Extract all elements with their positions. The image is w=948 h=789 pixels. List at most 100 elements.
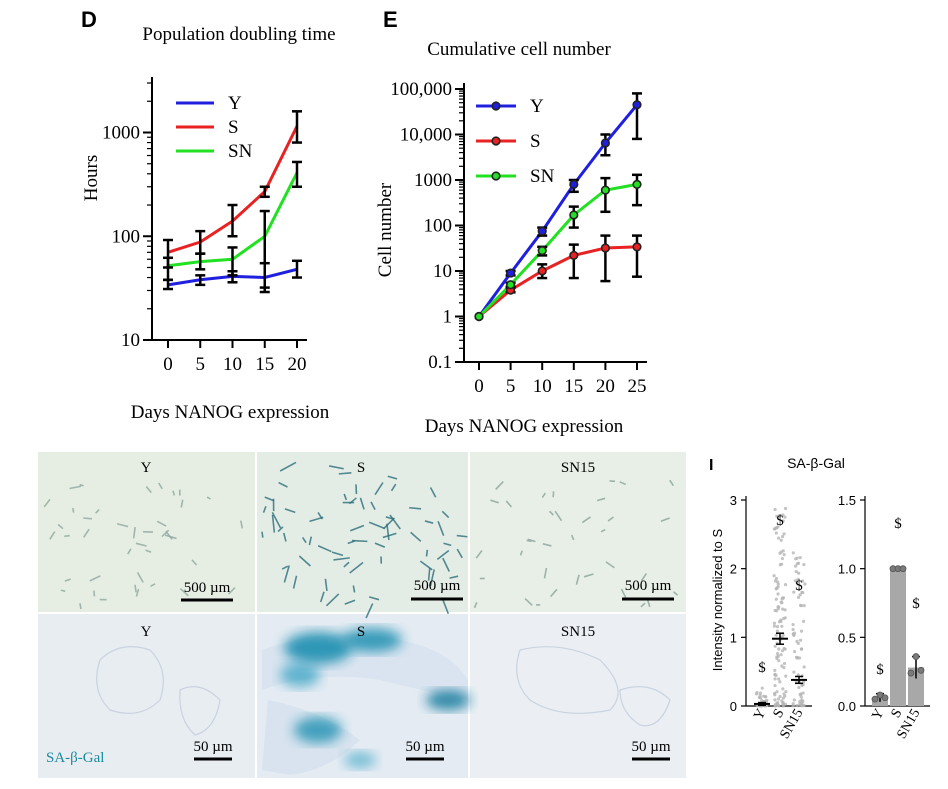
scatter-point <box>792 590 796 594</box>
scatter-point <box>783 608 787 612</box>
data-point-sn <box>600 185 611 195</box>
micrograph-label-top-s: S <box>357 460 365 476</box>
scatter-point <box>778 551 782 555</box>
y-tick-label: 1000 <box>102 123 140 144</box>
cell <box>441 510 450 519</box>
cell <box>419 560 433 571</box>
cell <box>333 557 350 561</box>
cell <box>264 496 275 502</box>
scatter-point <box>802 603 806 608</box>
cell <box>191 559 198 566</box>
cell <box>365 603 374 619</box>
cumulative-cell-chart: Cumulative cell number0.1110100100010,00… <box>375 39 647 437</box>
scatter-point <box>777 647 781 651</box>
scatter-point <box>801 619 806 623</box>
cell <box>127 548 132 555</box>
scale-bar-label-top-sn15: 500 µm <box>625 578 672 594</box>
legend-marker <box>491 136 501 146</box>
cell <box>429 569 435 587</box>
cell <box>527 538 536 543</box>
cell <box>351 539 368 543</box>
legend-label-sn: SN <box>228 141 253 162</box>
scatter-point <box>782 532 786 536</box>
y-tick-label: 3 <box>730 493 737 508</box>
y-tick-label: 10,000 <box>400 125 452 146</box>
x-axis-label: Days NANOG expression <box>131 402 330 423</box>
x-tick-label: Y <box>869 707 887 723</box>
stain-label: SA-β-Gal <box>46 750 104 766</box>
cell <box>368 596 380 601</box>
data-point-sn <box>632 179 642 190</box>
data-point-s <box>600 243 611 253</box>
scatter-point <box>798 593 802 597</box>
scale-bar-label-bottom-sn15: 50 µm <box>631 739 670 755</box>
chart-title: Cumulative cell number <box>427 39 611 60</box>
cell <box>343 493 348 501</box>
micrograph-label-top-sn15: SN15 <box>561 460 595 476</box>
scatter-point <box>760 699 764 703</box>
scatter-point <box>800 683 804 688</box>
cell <box>473 602 478 609</box>
micrograph-top-sn15 <box>470 452 686 612</box>
cell <box>145 485 152 494</box>
micrograph-label-top-y: Y <box>141 460 152 476</box>
bar-point <box>899 565 907 573</box>
cell <box>596 497 606 502</box>
cell <box>180 499 184 508</box>
scatter-point <box>794 557 798 561</box>
scatter-point <box>776 585 780 589</box>
legend-label-s: S <box>530 131 541 152</box>
cell <box>49 531 56 540</box>
scatter-point <box>774 703 779 707</box>
scatter-point <box>781 513 785 517</box>
scatter-point <box>798 701 802 706</box>
cell <box>495 481 504 490</box>
cell <box>325 593 340 607</box>
cell <box>72 507 75 513</box>
y-tick-label: 1.5 <box>838 493 856 508</box>
cell <box>338 471 352 475</box>
scatter-point <box>779 619 783 624</box>
y-tick-label: 0 <box>730 699 737 714</box>
cell <box>456 534 468 538</box>
cell <box>427 568 431 581</box>
cell <box>548 510 554 516</box>
micrograph-bottom-sn15 <box>470 614 686 778</box>
scatter-point <box>783 647 787 651</box>
sa-beta-gal-quantification: SA-β-Gal 0 1 2 3 Intensity normalized to S $ Y $… <box>710 455 930 742</box>
scatter-point <box>801 579 805 583</box>
cell <box>283 565 290 583</box>
scatter-point <box>781 696 785 700</box>
x-axis-label: Days NANOG expression <box>425 416 624 437</box>
scatter-point <box>783 702 788 706</box>
y-axis-label: Intensity normalized to S <box>710 529 725 672</box>
cell <box>228 586 236 595</box>
scatter-point <box>783 582 788 587</box>
cell <box>57 523 64 530</box>
scatter-point <box>781 687 785 691</box>
scatter-point <box>798 555 802 560</box>
x-tick-label: 10 <box>533 376 552 397</box>
scatter-point <box>760 686 764 690</box>
cell <box>620 588 627 598</box>
scatter-point <box>784 689 788 694</box>
bar-point <box>871 695 879 703</box>
cell <box>619 481 627 486</box>
x-tick-label: 0 <box>163 354 173 375</box>
cell <box>64 578 71 582</box>
cell <box>324 578 328 592</box>
cell-texture-top <box>43 461 679 619</box>
x-tick-label: 0 <box>474 376 484 397</box>
legend-label-y: Y <box>530 96 544 117</box>
cell <box>425 549 429 557</box>
scatter-point <box>776 697 780 701</box>
cell <box>607 516 614 522</box>
cell <box>475 549 483 559</box>
cell <box>43 498 51 508</box>
scatter-point <box>775 651 780 656</box>
scatter-point <box>783 506 788 511</box>
scatter-point <box>764 695 768 699</box>
scatter-point <box>797 588 801 592</box>
scatter-point <box>783 616 787 620</box>
data-point-sn <box>569 210 579 220</box>
